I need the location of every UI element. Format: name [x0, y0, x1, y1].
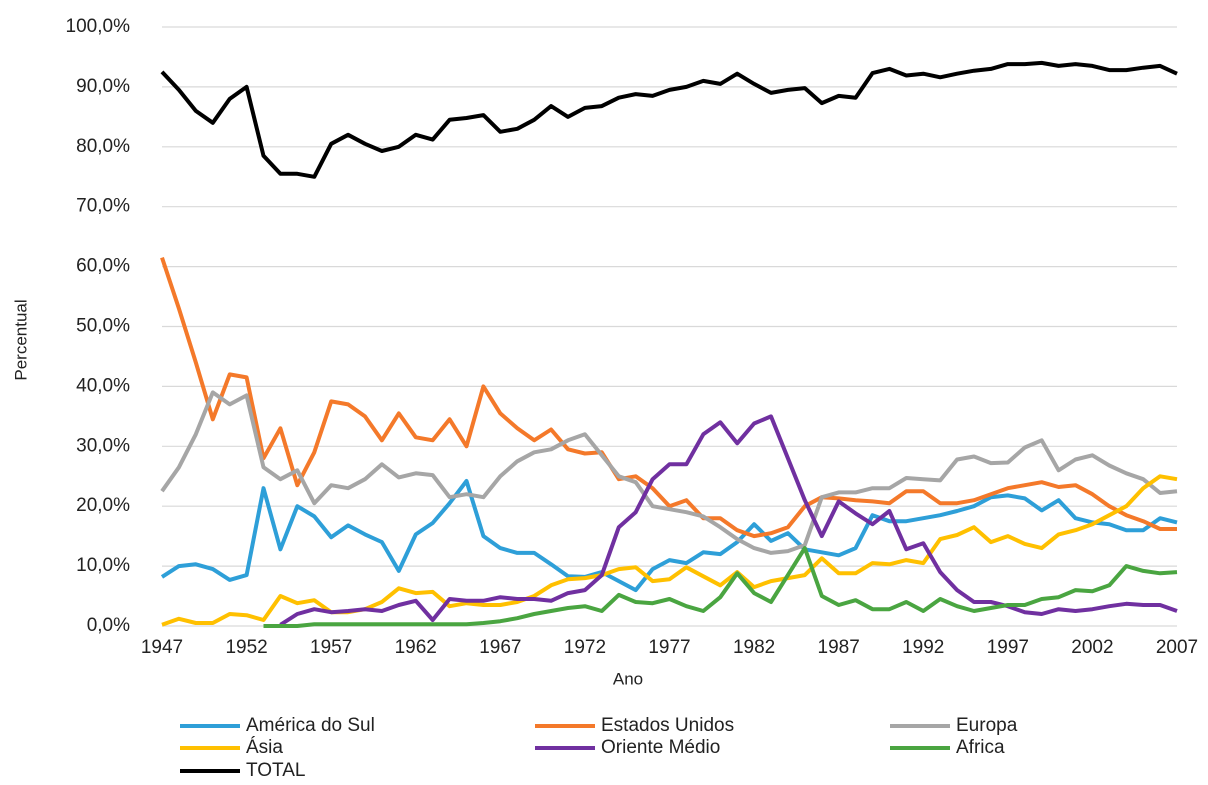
y-tick-label: 60,0% — [76, 256, 130, 277]
x-tick-label: 1962 — [395, 637, 437, 658]
legend-label: Estados Unidos — [601, 715, 734, 736]
series-line — [160, 256, 1177, 539]
y-tick-label: 70,0% — [76, 196, 130, 217]
series-line — [160, 479, 1178, 593]
y-tick-label: 100,0% — [66, 16, 131, 37]
x-tick-label: 1972 — [564, 637, 606, 658]
legend-label: Ásia — [246, 737, 283, 758]
legend-label: TOTAL — [246, 760, 305, 781]
y-tick-label: 40,0% — [76, 375, 130, 396]
x-tick-label: 2002 — [1071, 637, 1113, 658]
y-tick-label: 50,0% — [76, 316, 130, 337]
x-axis-label: Ano — [613, 669, 643, 688]
x-tick-label: 1947 — [141, 637, 183, 658]
x-tick-label: 1967 — [479, 637, 521, 658]
x-tick-label: 1982 — [733, 637, 775, 658]
x-tick-label: 1952 — [225, 637, 267, 658]
x-tick-label: 1977 — [648, 637, 690, 658]
y-axis-label: Percentual — [11, 299, 30, 380]
legend-label: Oriente Médio — [601, 737, 720, 758]
x-tick-label: 1987 — [818, 637, 860, 658]
x-tick-label: 2007 — [1156, 637, 1198, 658]
series-line — [160, 390, 1178, 555]
y-tick-label: 20,0% — [76, 495, 130, 516]
legend-label: Africa — [956, 737, 1005, 758]
y-tick-label: 0,0% — [87, 615, 130, 636]
y-tick-label: 30,0% — [76, 435, 130, 456]
y-tick-label: 80,0% — [76, 136, 130, 157]
x-tick-label: 1997 — [987, 637, 1029, 658]
legend-label: América do Sul — [246, 715, 375, 736]
series-line — [160, 60, 1178, 179]
x-tick-label: 1992 — [902, 637, 944, 658]
legend-label: Europa — [956, 715, 1018, 736]
series-line — [279, 414, 1178, 627]
y-tick-label: 90,0% — [76, 76, 130, 97]
y-tick-label: 10,0% — [76, 555, 130, 576]
x-tick-label: 1957 — [310, 637, 352, 658]
series-line — [263, 546, 1178, 628]
